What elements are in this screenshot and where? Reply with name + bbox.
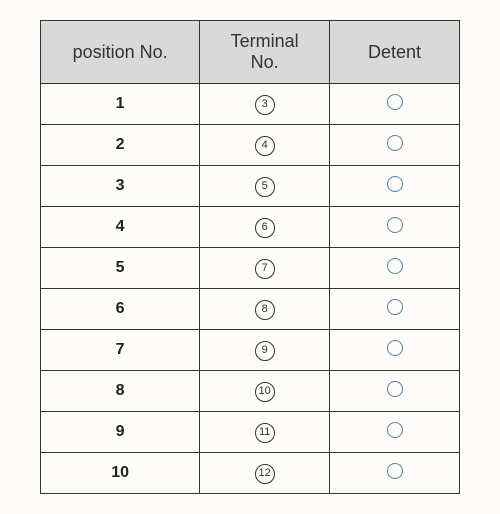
table-row: 68 <box>41 289 460 330</box>
table-row: 57 <box>41 248 460 289</box>
detent-circle-icon <box>387 176 403 192</box>
table-row: 8 10 <box>41 371 460 412</box>
cell-detent <box>330 371 460 412</box>
table-row: 46 <box>41 207 460 248</box>
terminal-table: position No. Terminal No. Detent 1324354… <box>40 20 460 494</box>
cell-detent <box>330 84 460 125</box>
cell-position: 4 <box>41 207 200 248</box>
cell-terminal: 12 <box>200 453 330 494</box>
cell-position: 1 <box>41 84 200 125</box>
detent-circle-icon <box>387 299 403 315</box>
cell-position: 5 <box>41 248 200 289</box>
cell-position: 9 <box>41 412 200 453</box>
cell-detent <box>330 330 460 371</box>
cell-terminal: 6 <box>200 207 330 248</box>
cell-position: 10 <box>41 453 200 494</box>
cell-detent <box>330 289 460 330</box>
cell-position: 3 <box>41 166 200 207</box>
cell-position: 2 <box>41 125 200 166</box>
circled-number-icon: 5 <box>255 177 275 197</box>
cell-detent <box>330 412 460 453</box>
cell-terminal: 8 <box>200 289 330 330</box>
circled-number-icon: 11 <box>255 423 275 443</box>
table-row: 79 <box>41 330 460 371</box>
circled-number-icon: 12 <box>255 464 275 484</box>
table-row: 35 <box>41 166 460 207</box>
detent-circle-icon <box>387 135 403 151</box>
cell-terminal: 3 <box>200 84 330 125</box>
detent-circle-icon <box>387 94 403 110</box>
cell-terminal: 5 <box>200 166 330 207</box>
detent-circle-icon <box>387 217 403 233</box>
cell-detent <box>330 248 460 289</box>
detent-circle-icon <box>387 340 403 356</box>
detent-circle-icon <box>387 463 403 479</box>
cell-terminal: 11 <box>200 412 330 453</box>
circled-number-icon: 3 <box>255 95 275 115</box>
table-row: 10 12 <box>41 453 460 494</box>
cell-terminal: 4 <box>200 125 330 166</box>
detent-circle-icon <box>387 381 403 397</box>
circled-number-icon: 8 <box>255 300 275 320</box>
circled-number-icon: 6 <box>255 218 275 238</box>
circled-number-icon: 4 <box>255 136 275 156</box>
cell-position: 6 <box>41 289 200 330</box>
circled-number-icon: 7 <box>255 259 275 279</box>
detent-circle-icon <box>387 258 403 274</box>
detent-circle-icon <box>387 422 403 438</box>
col-header-detent: Detent <box>330 21 460 84</box>
cell-terminal: 10 <box>200 371 330 412</box>
col-header-position: position No. <box>41 21 200 84</box>
cell-position: 7 <box>41 330 200 371</box>
table-header-row: position No. Terminal No. Detent <box>41 21 460 84</box>
circled-number-icon: 10 <box>255 382 275 402</box>
cell-detent <box>330 453 460 494</box>
table-row: 24 <box>41 125 460 166</box>
cell-terminal: 7 <box>200 248 330 289</box>
table-row: 13 <box>41 84 460 125</box>
cell-position: 8 <box>41 371 200 412</box>
circled-number-icon: 9 <box>255 341 275 361</box>
table-row: 9 11 <box>41 412 460 453</box>
cell-detent <box>330 125 460 166</box>
col-header-terminal: Terminal No. <box>200 21 330 84</box>
cell-terminal: 9 <box>200 330 330 371</box>
cell-detent <box>330 207 460 248</box>
cell-detent <box>330 166 460 207</box>
